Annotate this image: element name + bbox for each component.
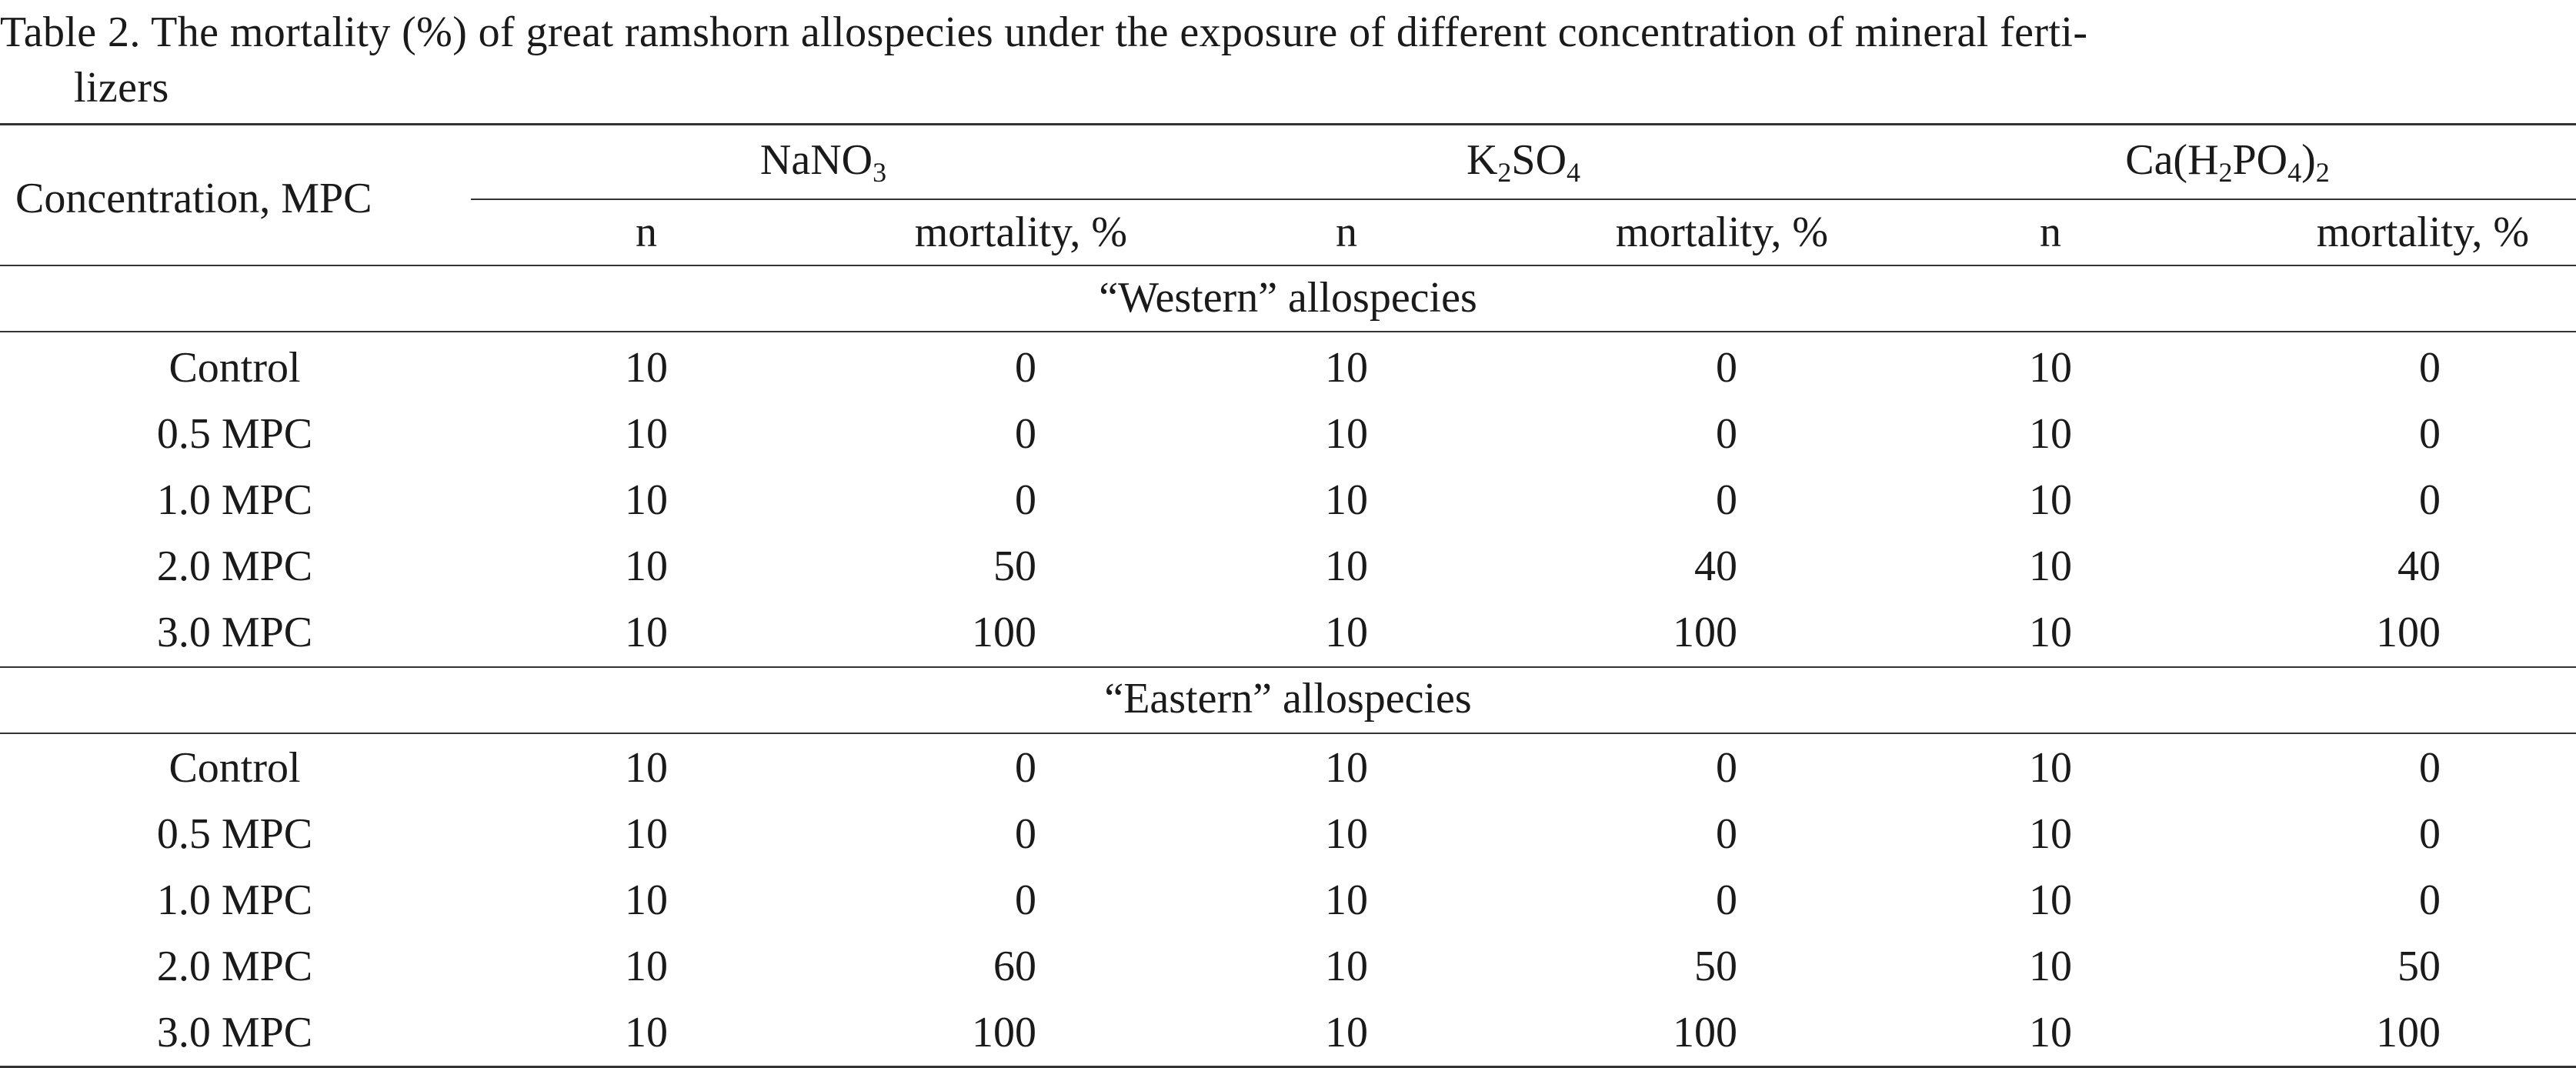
section2-title-rule bbox=[0, 733, 2576, 734]
header-n-ca: n bbox=[2040, 209, 2061, 256]
header-concentration: Concentration, MPC bbox=[15, 175, 372, 222]
section1-title-rule bbox=[0, 331, 2576, 332]
header-mortality-k2so4: mortality, % bbox=[1615, 209, 1828, 256]
header-group-nano3: NaNO3 bbox=[759, 136, 887, 188]
group-rule bbox=[471, 199, 2576, 200]
section1-end-rule bbox=[0, 666, 2576, 668]
bottom-rule bbox=[0, 1066, 2576, 1068]
header-group-k2so4: K2SO4 bbox=[1466, 136, 1581, 188]
header-mortality-ca: mortality, % bbox=[2316, 209, 2529, 256]
header-group-ca-h2po4-2: Ca(H2PO4)2 bbox=[2125, 136, 2330, 188]
caption-line-1: Table 2. The mortality (%) of great rams… bbox=[0, 8, 2088, 56]
header-n-k2so4: n bbox=[1336, 209, 1357, 256]
section-title-eastern: “Eastern” allospecies bbox=[1104, 675, 1472, 723]
header-n-nano3: n bbox=[636, 209, 657, 256]
header-mortality-nano3: mortality, % bbox=[914, 209, 1127, 256]
top-rule bbox=[0, 123, 2576, 125]
header-bottom-rule bbox=[0, 265, 2576, 266]
section-title-western: “Western” allospecies bbox=[1099, 274, 1477, 322]
table-caption: Table 2. The mortality (%) of great rams… bbox=[0, 5, 2576, 115]
caption-line-2: lizers bbox=[74, 64, 169, 112]
